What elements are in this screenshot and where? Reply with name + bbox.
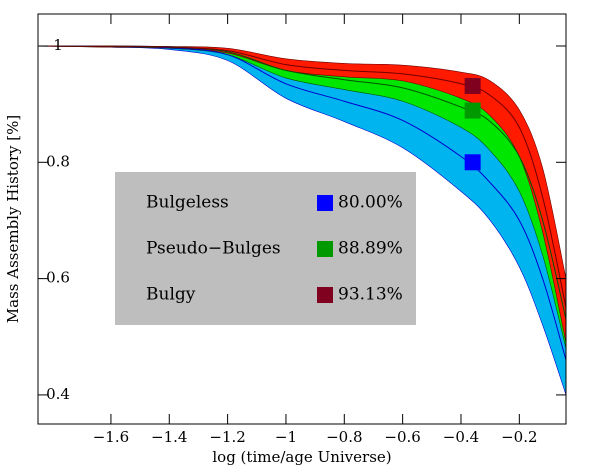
- legend-box: [115, 172, 416, 325]
- marker: [464, 77, 481, 94]
- x-tick-label: −1.6: [93, 428, 129, 446]
- legend-value: 88.89%: [338, 239, 403, 259]
- legend-swatch: [317, 287, 333, 303]
- x-tick-label: −0.6: [384, 428, 420, 446]
- y-tick-label: 0.8: [46, 152, 70, 170]
- legend-value: 93.13%: [338, 285, 403, 305]
- line: [38, 45, 566, 308]
- x-tick-label: −1.4: [151, 428, 187, 446]
- legend-label: Bulgy: [146, 285, 196, 305]
- x-axis-label: log (time/age Universe): [212, 448, 391, 466]
- x-tick-label: −1.2: [209, 428, 245, 446]
- legend-label: Bulgeless: [146, 193, 229, 213]
- x-tick-label: −0.4: [443, 428, 479, 446]
- legend-swatch: [317, 241, 333, 257]
- legend-label: Pseudo−Bulges: [146, 239, 281, 259]
- legend-swatch: [317, 195, 333, 211]
- marker: [464, 102, 481, 119]
- plot-frame: [37, 13, 567, 425]
- marker: [464, 154, 481, 171]
- y-axis-label: Mass Assembly History [%]: [4, 115, 22, 323]
- x-tick-label: −1: [275, 428, 297, 446]
- x-tick-label: −0.2: [501, 428, 537, 446]
- y-tick-label: 1: [53, 36, 63, 54]
- y-tick-label: 0.6: [46, 269, 70, 287]
- x-tick-label: −0.8: [326, 428, 362, 446]
- y-tick-label: 0.4: [46, 385, 70, 403]
- legend-value: 80.00%: [338, 193, 403, 213]
